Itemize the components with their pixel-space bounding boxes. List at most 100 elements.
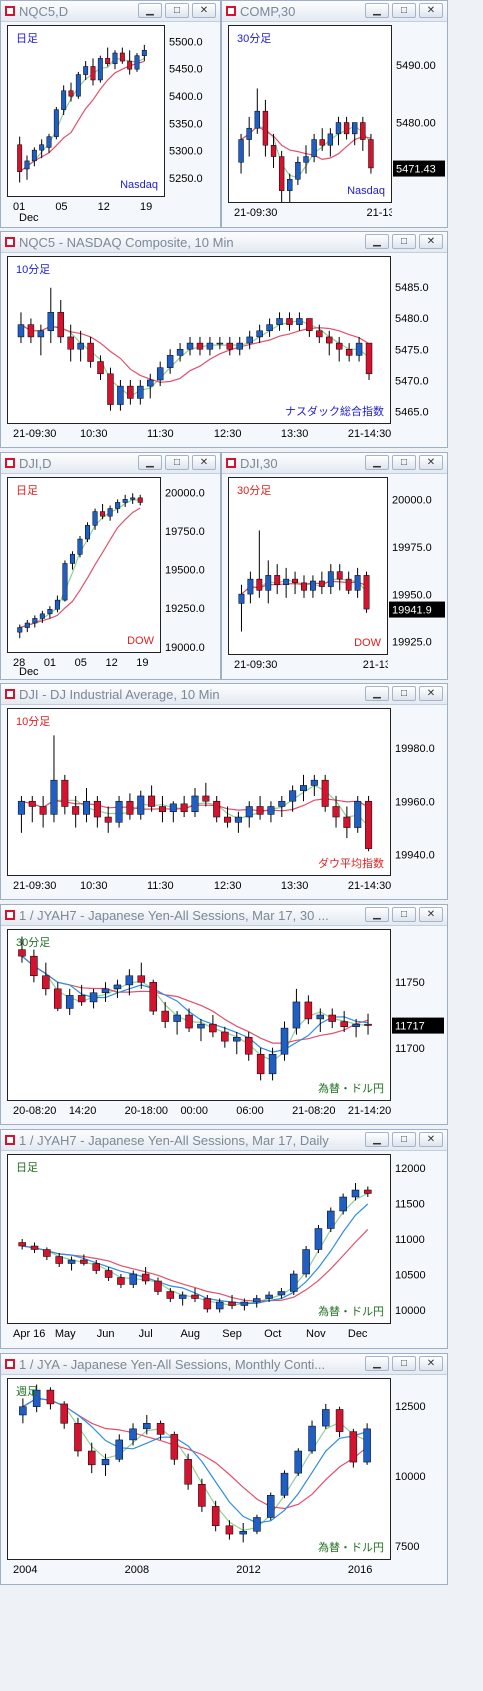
maximize-button[interactable]: □ (165, 455, 189, 470)
price-chart[interactable]: 30分足 Nasdaq (228, 25, 392, 203)
cqg-icon (5, 689, 15, 699)
chart-window-dji-daily[interactable]: DJI,D ▁ □ ✕ 日足 DOW 20000.0 19750.0 19500.0 1… (0, 452, 221, 680)
maximize-button[interactable]: □ (392, 1132, 416, 1147)
price-chart[interactable]: 日足 為替・ドル円 (7, 1154, 391, 1324)
candle-body (141, 1273, 150, 1282)
ma-long-line (22, 1228, 369, 1302)
maximize-button[interactable]: □ (392, 686, 416, 701)
candle-body (60, 1403, 68, 1424)
minimize-button[interactable]: ▁ (365, 907, 389, 922)
title-bar[interactable]: NQC5,D ▁ □ ✕ (1, 1, 220, 22)
maximize-button[interactable]: □ (392, 1356, 416, 1371)
minimize-button[interactable]: ▁ (365, 234, 389, 249)
price-chart[interactable]: 10分足 ナスダック総合指数 (7, 256, 391, 424)
title-bar[interactable]: COMP,30 ▁ □ ✕ (222, 1, 447, 22)
candle-body (101, 988, 110, 994)
chart-window-dji-30min[interactable]: DJI,30 ▁ □ ✕ 30分足 DOW 20000.0 19975.0 19950… (221, 452, 448, 680)
candle-body (245, 806, 253, 818)
time-axis-ticks: 21-09:30 21-13:30 (234, 659, 406, 671)
maximize-button[interactable]: □ (392, 907, 416, 922)
chart-window-nqc5-daily[interactable]: NQC5,D ▁ □ ✕ 日足 Nasdaq 5500.0 5450.0 5400.0… (0, 0, 221, 228)
close-button[interactable]: ✕ (192, 455, 216, 470)
minimize-button[interactable]: ▁ (138, 3, 162, 18)
chart-window-jpy-monthly[interactable]: 1 / JYA - Japanese Yen-All Sessions, Mon… (0, 1353, 448, 1585)
title-bar[interactable]: 1 / JYAH7 - Japanese Yen-All Sessions, M… (1, 905, 447, 926)
maximize-button[interactable]: □ (165, 3, 189, 18)
minimize-button[interactable]: ▁ (365, 455, 389, 470)
candle-body (92, 511, 98, 526)
candle-body (129, 1428, 137, 1441)
x-tick-label: Jul (139, 1328, 153, 1340)
candle-body (266, 1495, 275, 1518)
close-button[interactable]: ✕ (419, 1356, 443, 1371)
close-button[interactable]: ✕ (419, 686, 443, 701)
candle-body (292, 578, 298, 584)
x-tick-label: 10:30 (80, 880, 108, 892)
last-price-label: 5471.43 (396, 164, 436, 176)
price-chart[interactable]: 日足 DOW (7, 477, 161, 653)
close-button[interactable]: ✕ (419, 907, 443, 922)
title-bar[interactable]: DJI,30 ▁ □ ✕ (222, 453, 447, 474)
candle-body (254, 110, 260, 129)
candle-body (154, 1280, 162, 1292)
candle-body (27, 324, 35, 338)
chart-window-jpy-daily[interactable]: 1 / JYAH7 - Japanese Yen-All Sessions, M… (0, 1129, 448, 1349)
candle-body (46, 136, 52, 148)
candle-body (30, 1245, 39, 1250)
candle-body (283, 578, 290, 585)
title-bar[interactable]: 1 / JYAH7 - Japanese Yen-All Sessions, M… (1, 1130, 447, 1151)
minimize-button[interactable]: ▁ (138, 455, 162, 470)
timeframe-label: 日足 (16, 33, 38, 45)
chart-window-comp-30min[interactable]: COMP,30 ▁ □ ✕ 30分足 Nasdaq 5490.00 5480.00 5… (221, 0, 448, 228)
close-button[interactable]: ✕ (192, 3, 216, 18)
chart-window-dji-10min[interactable]: DJI - DJ Industrial Average, 10 Min ▁ □ … (0, 683, 448, 900)
maximize-button[interactable]: □ (392, 234, 416, 249)
title-bar[interactable]: DJI - DJ Industrial Average, 10 Min ▁ □ … (1, 684, 447, 705)
candle-body (216, 342, 224, 345)
price-chart[interactable]: 日足 Nasdaq (7, 25, 165, 197)
maximize-button[interactable]: □ (392, 455, 416, 470)
price-chart[interactable]: 30分足 為替・ドル円 (7, 929, 391, 1101)
price-axis: 5485.0 5480.0 5475.0 5470.0 5465.0 (391, 256, 447, 424)
candle-body (310, 580, 316, 591)
candle-body (173, 1014, 181, 1022)
ma-short-line (19, 499, 141, 629)
title-bar[interactable]: NQC5 - NASDAQ Composite, 10 Min ▁ □ ✕ (1, 232, 447, 253)
close-button[interactable]: ✕ (419, 3, 443, 18)
chart-window-nasdaq-10min[interactable]: NQC5 - NASDAQ Composite, 10 Min ▁ □ ✕ 10… (0, 231, 448, 448)
close-button[interactable]: ✕ (419, 455, 443, 470)
price-chart[interactable]: 10分足 ダウ平均指数 (7, 708, 391, 876)
minimize-button[interactable]: ▁ (365, 686, 389, 701)
minimize-button[interactable]: ▁ (365, 1132, 389, 1147)
candle-body (253, 1517, 261, 1532)
price-chart[interactable]: 週足 為替・ドル円 (7, 1378, 391, 1560)
close-button[interactable]: ✕ (419, 1132, 443, 1147)
title-bar[interactable]: 1 / JYA - Japanese Yen-All Sessions, Mon… (1, 1354, 447, 1375)
candle-body (365, 800, 373, 849)
x-tick-label: 21-14:30 (348, 880, 391, 892)
candle-body (295, 162, 301, 180)
price-chart[interactable]: 30分足 DOW (228, 477, 388, 655)
chart-window-jpy-30min[interactable]: 1 / JYAH7 - Japanese Yen-All Sessions, M… (0, 904, 448, 1125)
symbol-watermark: Nasdaq (347, 185, 385, 197)
time-axis: 21-09:30 21-13:30 (228, 656, 406, 674)
candle-body (68, 90, 74, 97)
cqg-icon (5, 910, 15, 920)
candle-body (46, 1389, 55, 1405)
minimize-button[interactable]: ▁ (365, 3, 389, 18)
candle-body (215, 1301, 224, 1310)
candle-body (30, 955, 38, 977)
maximize-button[interactable]: □ (392, 3, 416, 18)
title-bar[interactable]: DJI,D ▁ □ ✕ (1, 453, 220, 474)
candle-body (43, 1249, 51, 1257)
candle-body (31, 149, 37, 162)
close-button[interactable]: ✕ (419, 234, 443, 249)
candle-body (115, 502, 121, 509)
y-tick-label: 5475.0 (395, 344, 429, 356)
candle-body (360, 122, 366, 140)
minimize-button[interactable]: ▁ (365, 1356, 389, 1371)
price-axis-ticks: 20000.0 19975.0 19950.0 19925.0 19941.9 (389, 495, 445, 649)
candle-body (87, 342, 94, 362)
